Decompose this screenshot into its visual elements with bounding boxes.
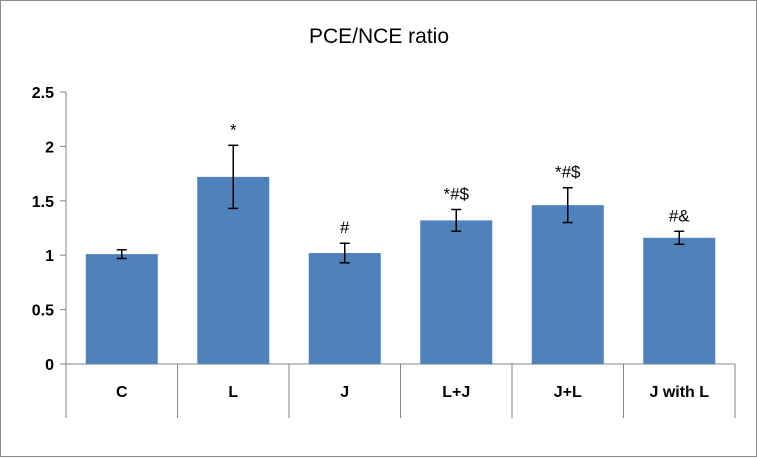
x-category-label: L	[228, 384, 238, 401]
y-tick-label: 0.5	[32, 303, 54, 320]
y-tick-label: 2.5	[32, 85, 54, 102]
bar	[643, 237, 716, 364]
chart-title: PCE/NCE ratio	[309, 25, 449, 48]
x-category-label: L+J	[442, 384, 470, 401]
x-category-label: C	[116, 384, 128, 401]
y-tick-label: 2	[45, 139, 54, 156]
significance-label: *#$	[555, 163, 581, 182]
bar	[85, 254, 158, 364]
bar	[308, 253, 381, 364]
x-category-label: J with L	[649, 384, 709, 401]
y-tick-label: 1.5	[32, 194, 54, 211]
significance-label: #&	[669, 206, 690, 225]
bar	[420, 220, 493, 364]
significance-label: *#$	[443, 185, 469, 204]
significance-label: #	[340, 218, 350, 237]
bar	[531, 205, 604, 364]
x-category-label: J	[340, 384, 349, 401]
x-category-label: J+L	[554, 384, 582, 401]
plot-area: 0 0.5 1 1.5 2 2.5 C * L # J *#$ L+J *#$ J+L #& J with L	[32, 85, 736, 418]
y-tick-label: 0	[45, 357, 54, 374]
significance-label: *	[230, 120, 237, 139]
y-tick-label: 1	[45, 248, 54, 265]
